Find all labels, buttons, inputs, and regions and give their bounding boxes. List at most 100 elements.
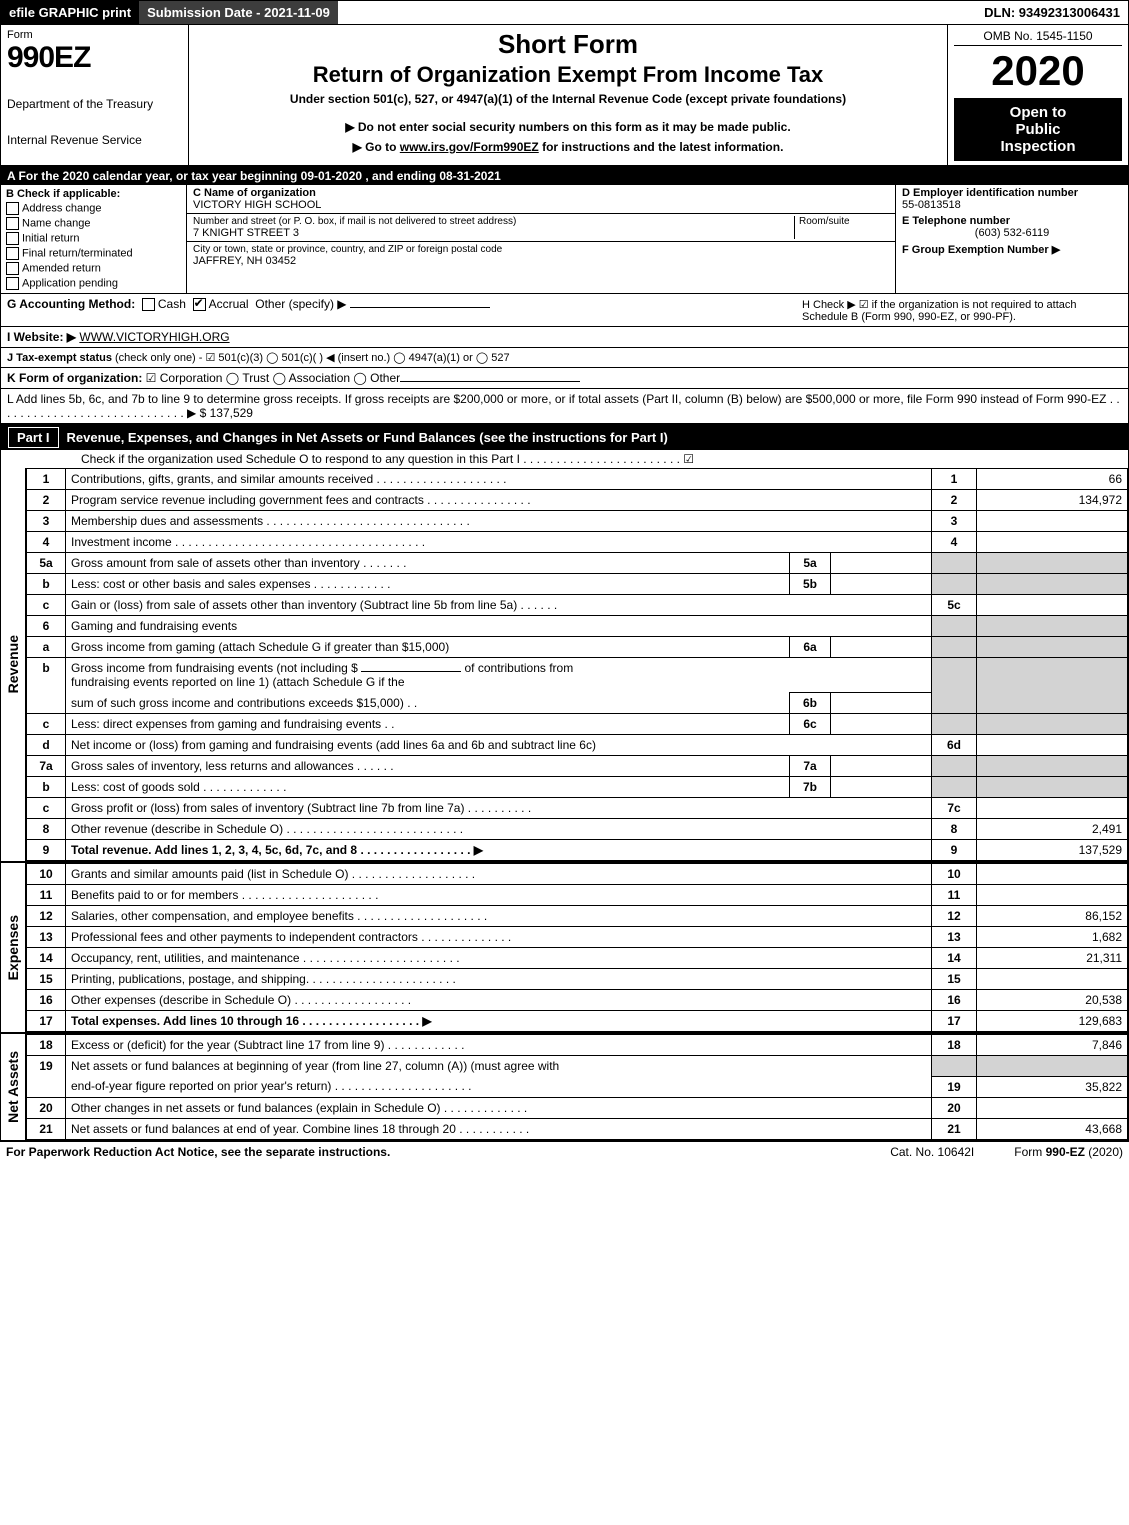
check-amended-return-label: Amended return (22, 262, 101, 274)
shaded-cell (932, 658, 977, 714)
sub-no: 6a (790, 637, 831, 658)
do-not-enter-text: ▶ Do not enter social security numbers o… (197, 120, 939, 134)
line-rno: 20 (932, 1097, 977, 1118)
checkbox-icon[interactable] (6, 202, 19, 215)
line-7c: cGross profit or (loss) from sales of in… (27, 798, 1128, 819)
line-desc: Contributions, gifts, grants, and simila… (66, 469, 932, 490)
i-website-link[interactable]: WWW.VICTORYHIGH.ORG (79, 330, 229, 344)
line-no: 8 (27, 819, 66, 840)
line-val (977, 798, 1128, 819)
part-1-check-line: Check if the organization used Schedule … (0, 450, 1129, 468)
line-val: 20,538 (977, 990, 1128, 1011)
dept-irs: Internal Revenue Service (7, 133, 182, 147)
checkbox-cash[interactable] (142, 298, 155, 311)
line-no: 15 (27, 969, 66, 990)
line-rno: 16 (932, 990, 977, 1011)
line-no: 3 (27, 511, 66, 532)
line-no: 19 (27, 1056, 66, 1098)
checkbox-icon[interactable] (6, 217, 19, 230)
g-label: G Accounting Method: (7, 297, 135, 311)
goto-link[interactable]: www.irs.gov/Form990EZ (400, 140, 539, 154)
d-ein-label: D Employer identification number (902, 187, 1122, 199)
line-no: b (27, 658, 66, 714)
line-no: 4 (27, 532, 66, 553)
row-k: K Form of organization: ☑ Corporation ◯ … (1, 368, 1128, 389)
line-no: b (27, 574, 66, 595)
checkbox-icon[interactable] (6, 232, 19, 245)
revenue-section: Revenue 1Contributions, gifts, grants, a… (0, 468, 1129, 861)
form-word: Form (7, 29, 182, 41)
sub-val (831, 756, 932, 777)
check-address-change[interactable]: Address change (6, 202, 181, 215)
line-no: 11 (27, 885, 66, 906)
shaded-cell (977, 574, 1128, 595)
check-amended-return[interactable]: Amended return (6, 262, 181, 275)
sub-no: 6c (790, 714, 831, 735)
g-other-input[interactable] (350, 307, 490, 308)
checkbox-icon[interactable] (6, 277, 19, 290)
row-i: I Website: ▶ WWW.VICTORYHIGH.ORG (1, 327, 1128, 348)
shaded-cell (932, 714, 977, 735)
line-desc: Less: direct expenses from gaming and fu… (66, 714, 790, 735)
section-def: D Employer identification number 55-0813… (895, 185, 1128, 293)
inspection-l2: Public (956, 121, 1120, 138)
line-no: 13 (27, 927, 66, 948)
line-no: a (27, 637, 66, 658)
i-label: I Website: ▶ (7, 330, 76, 344)
line-val: 43,668 (977, 1118, 1128, 1139)
meta-rows: G Accounting Method: Cash Accrual Other … (0, 294, 1129, 425)
row-j: J Tax-exempt status (check only one) - ☑… (1, 348, 1128, 368)
sub-val (831, 553, 932, 574)
footer-form-pre: Form (1014, 1145, 1045, 1159)
line-val (977, 511, 1128, 532)
line-17-desc: Total expenses. Add lines 10 through 16 … (66, 1011, 932, 1032)
c-street-value: 7 KNIGHT STREET 3 (193, 227, 794, 239)
line-no: 18 (27, 1035, 66, 1056)
shaded-cell (932, 1056, 977, 1077)
check-initial-return[interactable]: Initial return (6, 232, 181, 245)
line-val: 66 (977, 469, 1128, 490)
line-3: 3Membership dues and assessments . . . .… (27, 511, 1128, 532)
line-5c: cGain or (loss) from sale of assets othe… (27, 595, 1128, 616)
shaded-cell (932, 616, 977, 637)
line-6b-text1: Gross income from fundraising events (no… (71, 661, 358, 675)
tax-year: 2020 (954, 50, 1122, 92)
dept-treasury: Department of the Treasury (7, 97, 182, 111)
k-other-input[interactable] (400, 381, 580, 382)
j-text: (check only one) - ☑ 501(c)(3) ◯ 501(c)(… (115, 351, 510, 364)
line-no: c (27, 595, 66, 616)
sub-no: 7b (790, 777, 831, 798)
line-desc: Gain or (loss) from sale of assets other… (66, 595, 932, 616)
checkbox-icon[interactable] (6, 247, 19, 260)
shaded-cell (977, 616, 1128, 637)
omb-number: OMB No. 1545-1150 (954, 29, 1122, 46)
netassets-side-label: Net Assets (1, 1034, 26, 1140)
line-no: c (27, 798, 66, 819)
line-rno: 2 (932, 490, 977, 511)
check-name-change[interactable]: Name change (6, 217, 181, 230)
form-number: 990EZ (7, 41, 182, 75)
line-12: 12Salaries, other compensation, and empl… (27, 906, 1128, 927)
row-l: L Add lines 5b, 6c, and 7b to line 9 to … (1, 389, 1128, 423)
line-desc: Excess or (deficit) for the year (Subtra… (66, 1035, 932, 1056)
line-rno: 10 (932, 864, 977, 885)
inspection-l3: Inspection (956, 138, 1120, 155)
line-desc: Printing, publications, postage, and shi… (66, 969, 932, 990)
efile-label[interactable]: efile GRAPHIC print (1, 1, 139, 24)
check-application-pending[interactable]: Application pending (6, 277, 181, 290)
checkbox-accrual[interactable] (193, 298, 206, 311)
shaded-cell (977, 658, 1128, 714)
line-rno: 21 (932, 1118, 977, 1139)
line-10: 10Grants and similar amounts paid (list … (27, 864, 1128, 885)
line-desc: Less: cost or other basis and sales expe… (66, 574, 790, 595)
line-6b-input[interactable] (361, 671, 461, 672)
checkbox-icon[interactable] (6, 262, 19, 275)
k-label: K Form of organization: (7, 371, 142, 385)
line-5b: bLess: cost or other basis and sales exp… (27, 574, 1128, 595)
line-desc: Benefits paid to or for members . . . . … (66, 885, 932, 906)
dln-label: DLN: 93492313006431 (976, 1, 1128, 24)
line-val: 1,682 (977, 927, 1128, 948)
check-final-return[interactable]: Final return/terminated (6, 247, 181, 260)
footer-form-bold: 990-EZ (1046, 1145, 1085, 1159)
line-desc: Salaries, other compensation, and employ… (66, 906, 932, 927)
